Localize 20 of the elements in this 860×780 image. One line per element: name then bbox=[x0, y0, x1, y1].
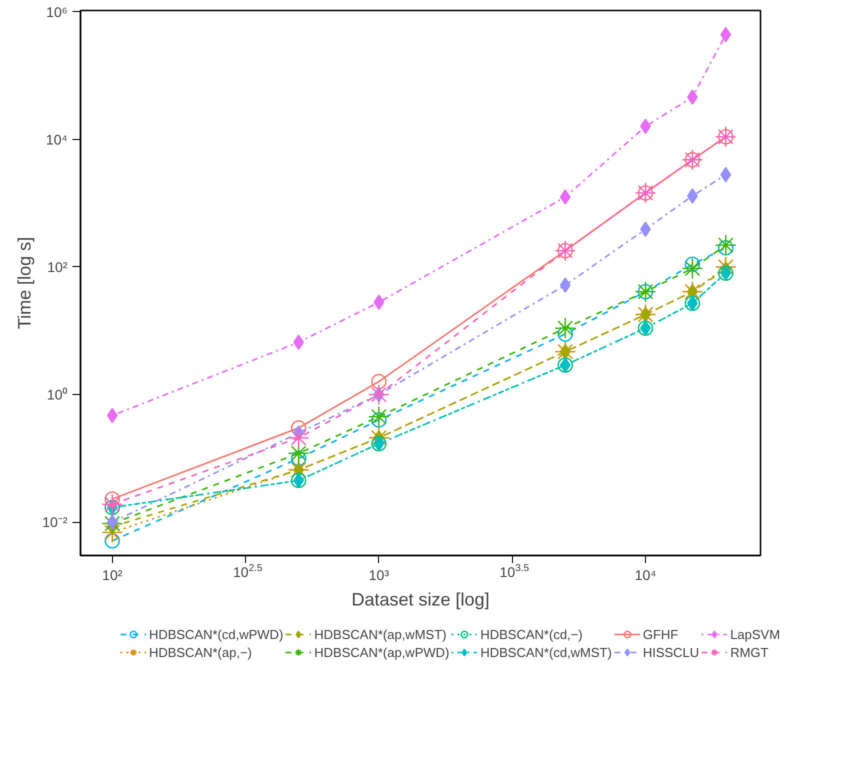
y-tick-label: 10⁻² bbox=[42, 514, 68, 530]
y-tick-label: 10⁶ bbox=[46, 4, 68, 20]
legend-label: HDBSCAN*(cd,wMST) bbox=[480, 644, 612, 660]
y-axis-title: Time [log s] bbox=[14, 236, 34, 330]
legend-label: GFHF bbox=[642, 626, 678, 642]
legend-label: HDBSCAN*(ap,wPWD) bbox=[314, 644, 450, 660]
y-tick-label: 10⁰ bbox=[46, 386, 68, 403]
legend-label: RMGT bbox=[730, 644, 768, 660]
x-tick-label: 10⁴ bbox=[634, 567, 656, 584]
y-tick-label: 10² bbox=[47, 259, 68, 275]
legend-label: HDBSCAN*(ap,wMST) bbox=[314, 626, 446, 642]
x-axis-title: Dataset size [log] bbox=[351, 590, 490, 610]
legend-label: HDBSCAN*(cd,wPWD) bbox=[148, 626, 284, 642]
x-tick-label: 10² bbox=[102, 567, 123, 584]
legend-label: HISSCLU bbox=[642, 644, 700, 660]
x-tick-label: 10³ bbox=[368, 567, 390, 584]
legend-label: HDBSCAN*(ap,−) bbox=[148, 644, 252, 660]
y-tick-label: 10⁴ bbox=[46, 131, 68, 148]
legend-label: HDBSCAN*(cd,−) bbox=[480, 626, 583, 642]
legend-label: LapSVM bbox=[730, 626, 780, 642]
